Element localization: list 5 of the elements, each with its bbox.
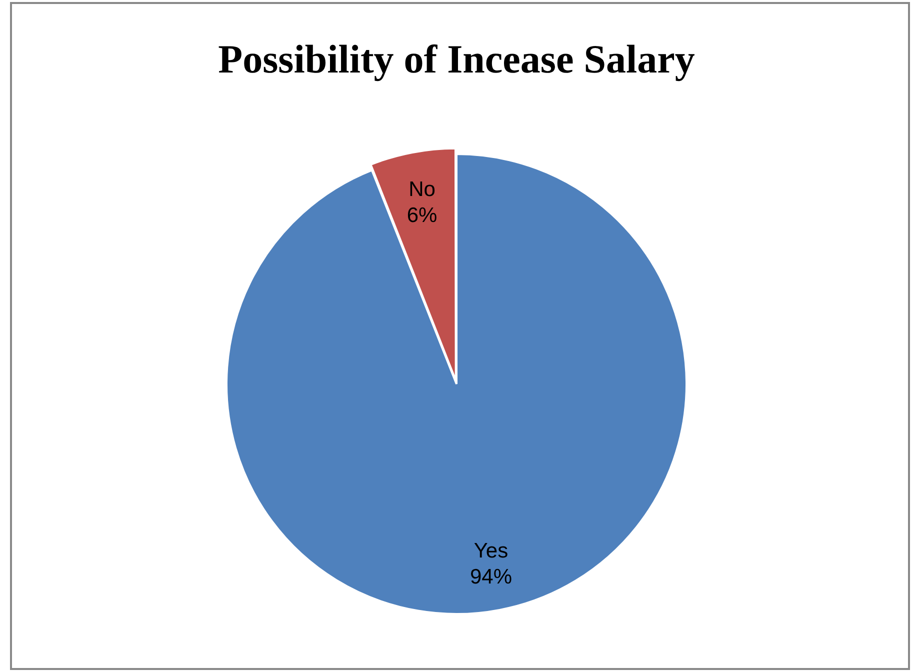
slice-label: No	[408, 178, 436, 202]
data-label: 6%	[406, 204, 438, 228]
data-label: 94%	[470, 566, 512, 589]
chart-title: Possibility of Incease Salary	[218, 36, 695, 82]
slice-label: Yes	[474, 540, 508, 563]
